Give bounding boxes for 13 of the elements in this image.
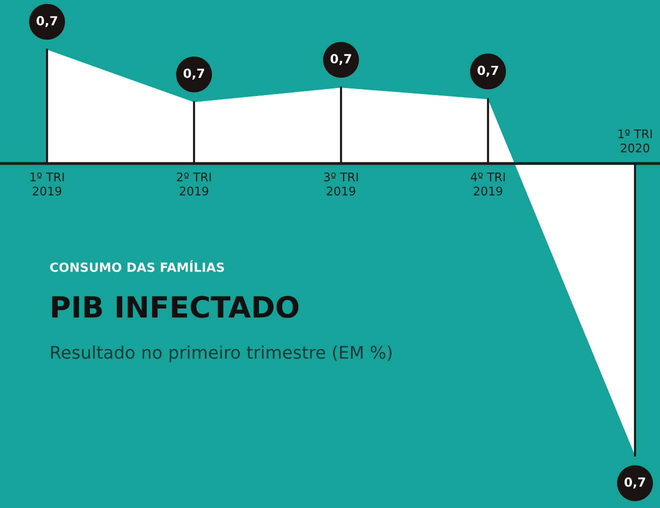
text: Resultado no primeiro trimestre (EM %): [51, 345, 392, 362]
x-tick-label: 2º TRI 2019: [177, 172, 211, 196]
annotation: 0,7: [184, 68, 204, 80]
text: PIB INFECTADO: [52, 296, 298, 318]
x-tick-label: 1º TRI 2020: [618, 129, 652, 152]
annotation: 0,7: [624, 477, 646, 488]
annotation: 0,7: [330, 54, 352, 66]
annotation: 0,7: [478, 66, 498, 77]
annotation: CONSUMO DAS FAMÍLIAS: [50, 260, 224, 272]
x-tick-label: 1º TRI 2019: [30, 172, 64, 196]
annotation: 0,7: [36, 16, 58, 28]
x-tick-label: 3º TRI 2019: [324, 172, 358, 196]
x-tick-label: 4º TRI 2019: [470, 172, 505, 196]
